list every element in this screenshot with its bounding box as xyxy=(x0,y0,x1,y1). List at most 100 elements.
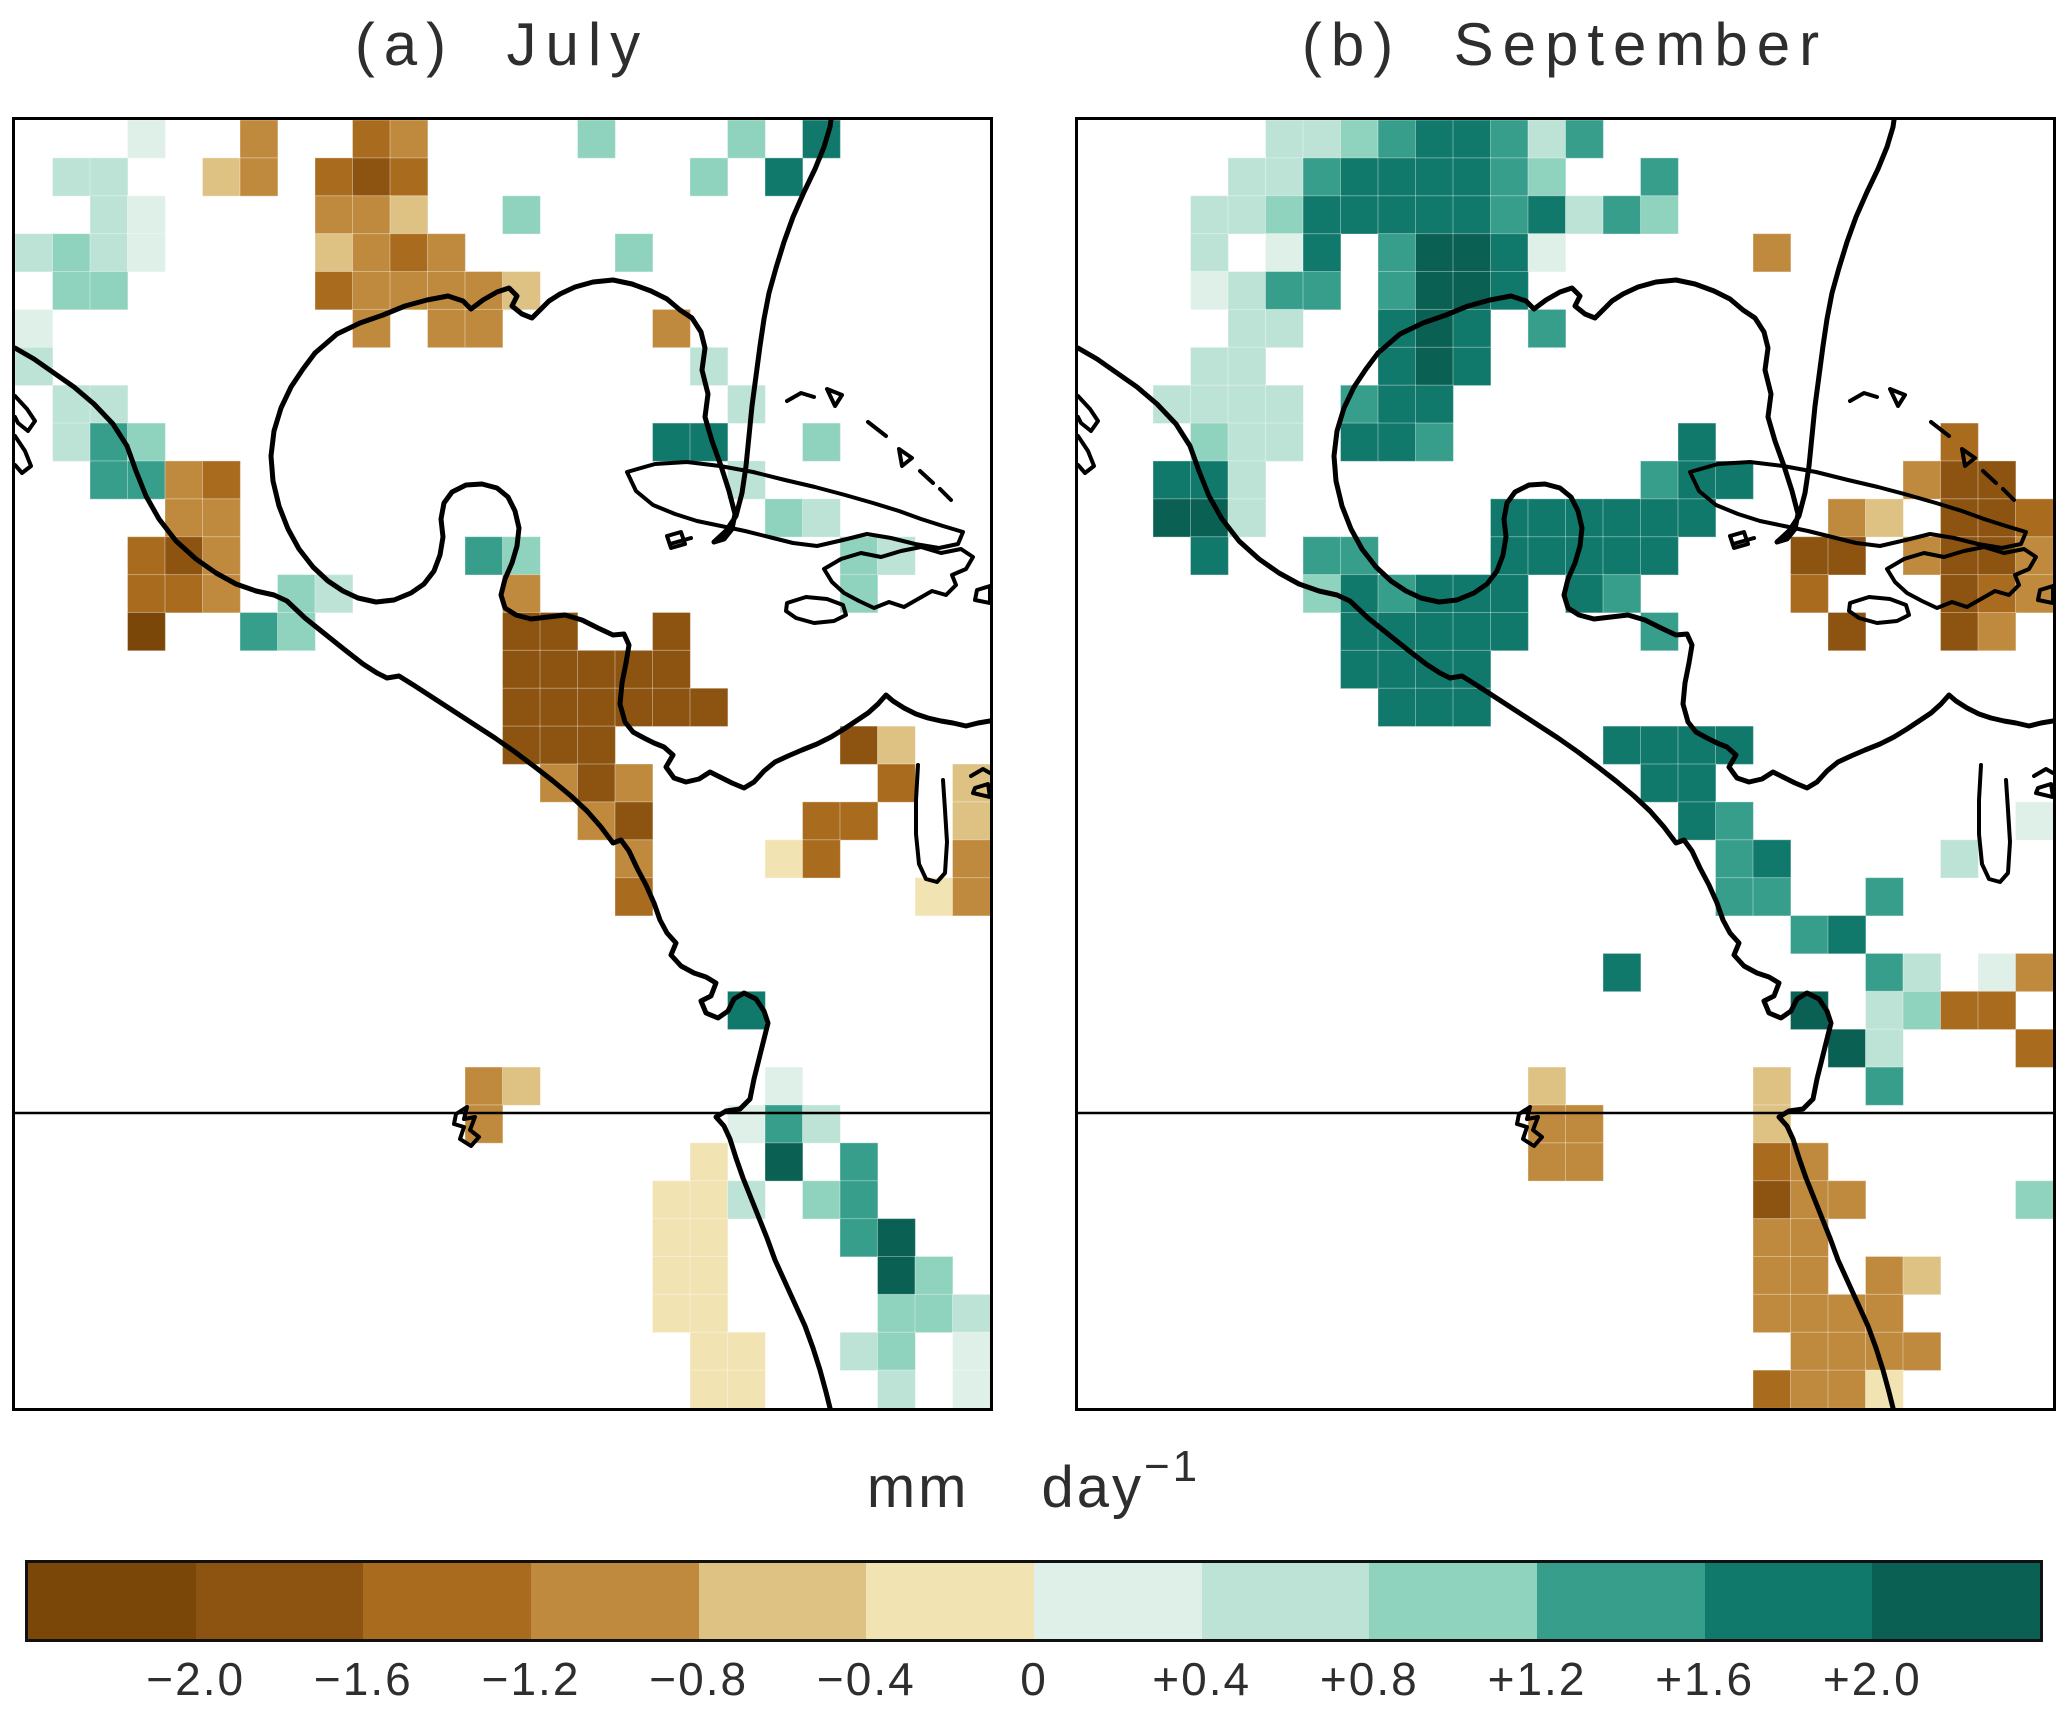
lake-maracaibo xyxy=(1977,763,2012,884)
units-label: mm day−1 xyxy=(0,1442,2067,1521)
grid-cell xyxy=(539,649,579,690)
bahamas-dash-2 xyxy=(1981,469,1998,485)
baja-california-fragment-1 xyxy=(15,394,37,433)
grid-cell xyxy=(2015,1028,2053,1068)
grid-cell xyxy=(202,574,241,614)
grid-cell xyxy=(1527,1066,1567,1106)
grid-cell xyxy=(652,1293,691,1334)
grid-cell xyxy=(614,801,654,841)
grid-cell xyxy=(689,1293,729,1334)
units-exponent: −1 xyxy=(1143,1442,1201,1491)
bahamas-island-1 xyxy=(785,391,816,403)
grid-cell xyxy=(1865,952,1904,993)
grid-cell xyxy=(1752,1293,1792,1334)
bahamas-island-2 xyxy=(1888,387,1907,408)
colorbar-tick-label: +1.6 xyxy=(1655,1653,1755,1705)
grid-cell xyxy=(952,877,990,917)
grid-cell xyxy=(764,157,804,197)
colorbar xyxy=(25,1560,2043,1642)
grid-cell xyxy=(1452,611,1492,652)
grid-cell xyxy=(652,1180,691,1220)
grid-cell xyxy=(1452,687,1492,728)
grid-cell xyxy=(1940,422,1979,462)
grid-cell xyxy=(1902,952,1942,993)
map-september xyxy=(1078,120,2053,1408)
grid-cell xyxy=(1977,952,2017,993)
grid-cell xyxy=(877,1293,916,1334)
hispaniola xyxy=(822,545,975,610)
colorbar-tick-label: +0.4 xyxy=(1152,1653,1252,1705)
grid-cell xyxy=(239,611,279,652)
grid-cell xyxy=(1190,271,1229,311)
bahamas-dash-3 xyxy=(2001,487,2016,502)
grid-cell xyxy=(1377,346,1417,387)
grid-cell xyxy=(839,1180,879,1220)
grid-cell xyxy=(577,725,616,765)
grid-cell xyxy=(1790,1331,1829,1372)
grid-cell xyxy=(1377,195,1417,235)
grid-cell xyxy=(952,801,990,841)
colorbar-tick-label: +2.0 xyxy=(1822,1653,1922,1705)
hispaniola xyxy=(1885,545,2038,610)
grid-cell xyxy=(1265,233,1304,273)
grid-cell xyxy=(1565,498,1604,538)
grid-cell xyxy=(1602,725,1642,765)
colorbar-segment xyxy=(363,1563,532,1639)
grid-cell xyxy=(689,1218,729,1258)
grid-cell xyxy=(652,1218,691,1258)
grid-cell xyxy=(764,1066,804,1106)
grid-cell xyxy=(877,725,916,765)
mexico-centralamerica-caribbean-coast xyxy=(268,350,990,791)
grid-cell xyxy=(1340,649,1379,690)
grid-cell xyxy=(727,384,766,424)
grid-cell xyxy=(427,271,466,311)
grid-cell xyxy=(614,763,654,803)
grid-cell xyxy=(1377,120,1417,159)
baja-california-fragment-2 xyxy=(15,434,33,475)
equator-coast-blip xyxy=(452,1105,481,1148)
panel-b-title: (b) September xyxy=(1301,11,1829,78)
grid-cell xyxy=(689,346,729,387)
baja-california-fragment-1 xyxy=(1078,394,1100,433)
grid-cell xyxy=(389,233,429,273)
grid-cell xyxy=(652,649,691,690)
grid-cell xyxy=(577,649,616,690)
colorbar-segment xyxy=(1369,1563,1538,1639)
grid-cell xyxy=(164,498,204,538)
florida-keys-dash xyxy=(668,536,693,546)
grid-cell xyxy=(1527,1142,1567,1182)
grid-cell xyxy=(952,839,990,879)
grid-cell xyxy=(1227,195,1267,235)
grid-cell xyxy=(1977,990,2017,1031)
jamaica xyxy=(1847,595,1911,625)
grid-cell xyxy=(1452,346,1492,387)
grid-cell xyxy=(839,801,879,841)
grid-cell xyxy=(1602,574,1642,614)
grid-cell xyxy=(1415,195,1454,235)
grid-cell xyxy=(202,498,241,538)
pacific-coast xyxy=(1078,345,1896,1408)
grid-cell xyxy=(1790,574,1829,614)
grid-cell xyxy=(1377,384,1417,424)
grid-cell xyxy=(1677,422,1717,462)
grid-cell xyxy=(1602,195,1642,235)
grid-cell xyxy=(2015,1180,2053,1220)
paria-claw-1 xyxy=(969,767,990,778)
jamaica xyxy=(784,595,848,625)
grid-cell xyxy=(427,308,466,349)
grid-cell xyxy=(1227,460,1267,500)
grid-cell xyxy=(1415,384,1454,424)
grid-cell xyxy=(1527,498,1567,538)
gulf-florida-atlantic-coast xyxy=(1375,120,1897,545)
grid-cell xyxy=(1715,460,1754,500)
grid-cell xyxy=(1752,1369,1792,1408)
grid-cell xyxy=(2015,952,2053,993)
grid-cell xyxy=(1715,839,1754,879)
grid-cell xyxy=(502,195,541,235)
colorbar-segment xyxy=(1704,1563,1873,1639)
grid-cell xyxy=(1377,233,1417,273)
grid-cell xyxy=(1265,195,1304,235)
grid-cell xyxy=(352,157,391,197)
grid-cell xyxy=(464,1104,504,1144)
grid-cell xyxy=(727,120,766,159)
